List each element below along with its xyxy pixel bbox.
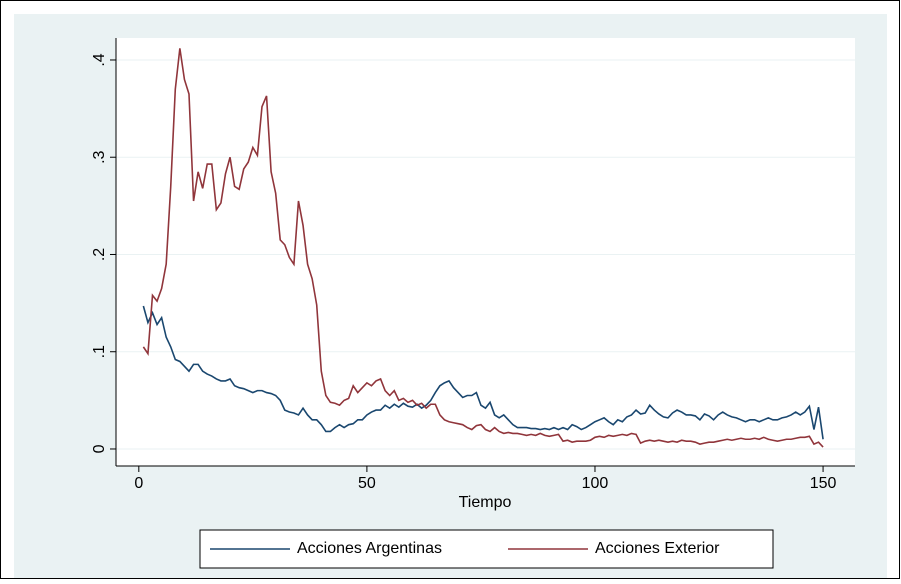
series-line [142,305,824,440]
y-tick-label: .3 [91,150,108,163]
legend-items: Acciones Argentinas Acciones Exterior [210,540,720,557]
legend-label: Acciones Argentinas [297,540,442,557]
grid [116,59,855,450]
x-tick-label: 150 [810,475,837,492]
x-tick-label: 50 [358,475,376,492]
legend-label: Acciones Exterior [595,540,720,557]
y-tick-label: 0 [91,444,108,453]
y-tick-label: .4 [91,53,108,66]
x-tick-label: 100 [582,475,609,492]
y-tick-label: .1 [91,345,108,358]
legend [199,529,774,569]
x-axis-label: Tiempo [459,494,512,511]
y-tick-label: .2 [91,248,108,261]
x-tick-label: 0 [134,475,143,492]
lines [142,48,824,448]
plot-region [116,38,855,466]
series-line [142,48,824,448]
